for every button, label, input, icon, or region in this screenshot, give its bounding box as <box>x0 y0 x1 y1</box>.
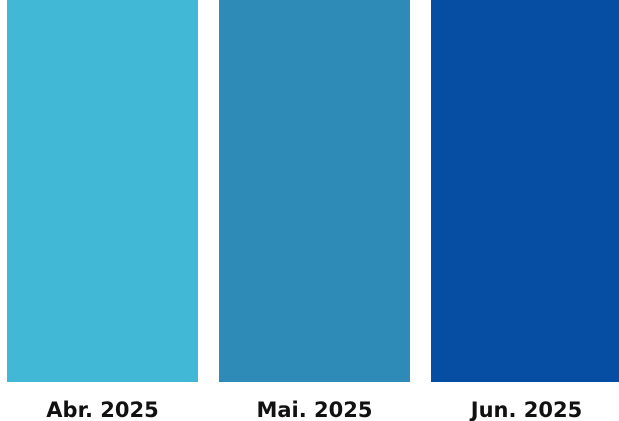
bar-2 <box>219 0 410 382</box>
bar-1 <box>7 0 198 382</box>
category-label-3: Jun. 2025 <box>469 398 582 421</box>
bar-3 <box>431 0 619 382</box>
category-label-2: Mai. 2025 <box>256 398 372 421</box>
category-label-1: Abr. 2025 <box>46 398 158 421</box>
